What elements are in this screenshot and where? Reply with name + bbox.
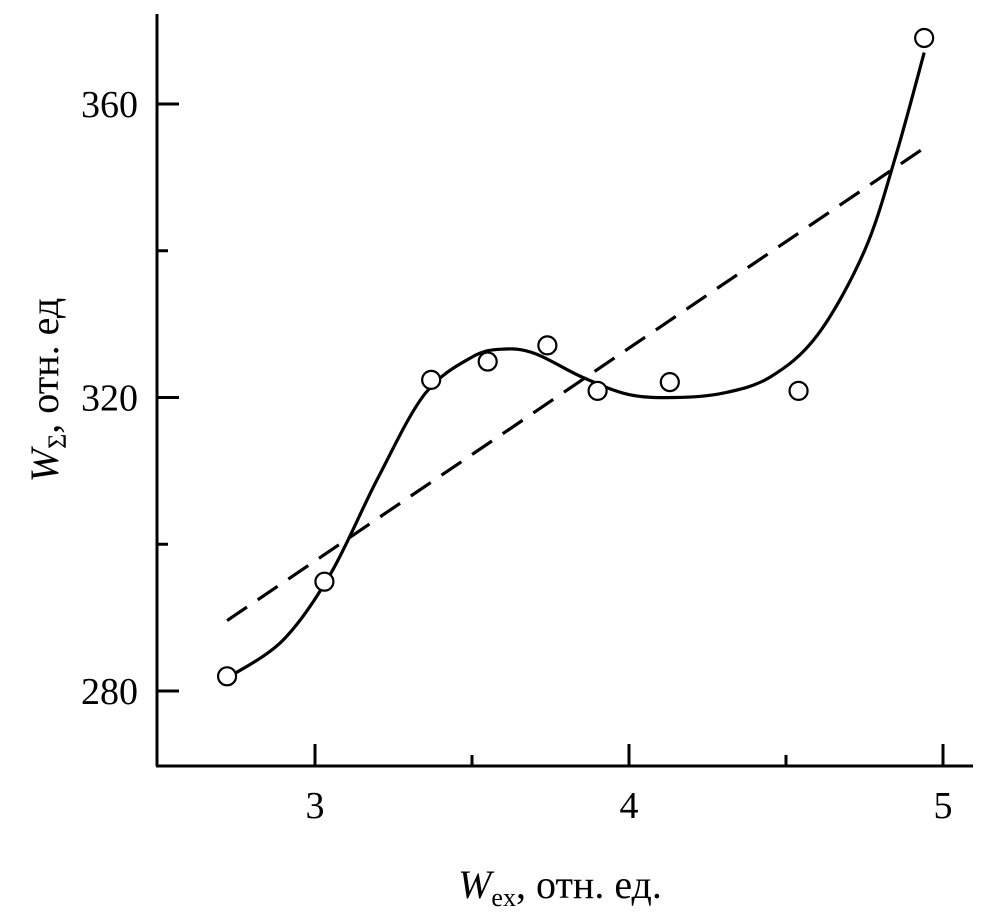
y-axis-label-main: W [22, 445, 67, 482]
tick-labels: 3 4 5 280 320 360 [81, 84, 953, 827]
dashed-linear-fit [226, 146, 926, 622]
axes [155, 14, 973, 768]
y-tick-label: 320 [81, 378, 138, 420]
x-axis-label-rest: , отн. ед. [516, 862, 662, 907]
data-point [914, 27, 935, 49]
data-point [587, 380, 608, 401]
y-axis-label-rest: , отн. ед [22, 298, 67, 434]
x-tick-label: 5 [934, 785, 953, 827]
data-point [314, 571, 335, 592]
y-tick-label: 280 [81, 671, 138, 713]
data-point [788, 380, 809, 401]
x-tick-label: 4 [620, 785, 639, 827]
y-axis-label: WΣ, отн. ед [22, 298, 72, 482]
y-axis-label-sub: Σ [43, 434, 72, 449]
y-tick-label: 360 [81, 84, 138, 126]
data-point [477, 351, 498, 372]
x-axis-label-main: W [458, 862, 495, 907]
data-point [216, 666, 238, 687]
data-point [537, 335, 558, 356]
x-axis-label-sub: ex [491, 883, 516, 912]
x-axis-label: Wex, отн. ед. [458, 862, 662, 912]
data-point [659, 371, 680, 393]
data-point [421, 369, 442, 390]
x-tick-label: 3 [306, 785, 325, 827]
solid-fit-curve [229, 52, 926, 678]
ticks [157, 102, 945, 766]
series-layer [216, 27, 935, 687]
